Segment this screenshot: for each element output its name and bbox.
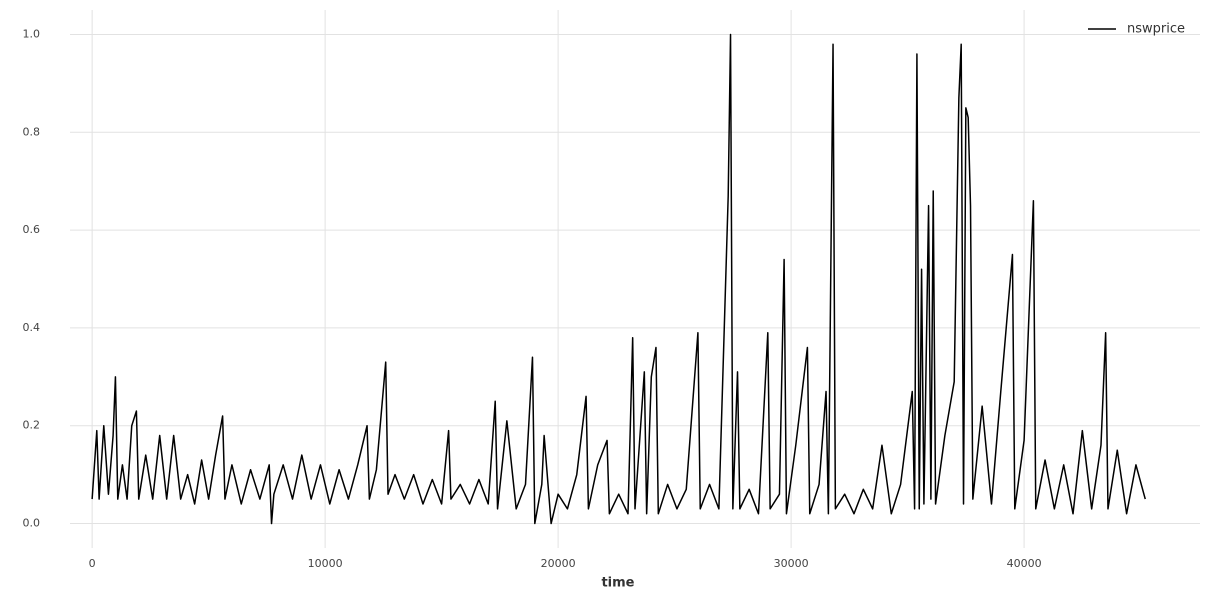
legend-label: nswprice — [1127, 22, 1185, 37]
data-line — [91, 33, 1146, 525]
x-tick-label: 30000 — [774, 557, 809, 570]
y-tick-label: 0.6 — [23, 223, 41, 236]
x-tick-label: 20000 — [541, 557, 576, 570]
y-tick-label: 0.0 — [23, 517, 41, 530]
y-tick-label: 1.0 — [23, 27, 41, 40]
y-tick-label: 0.8 — [23, 125, 41, 138]
x-tick-label: 40000 — [1007, 557, 1042, 570]
x-tick-label: 0 — [89, 557, 96, 570]
y-tick-label: 0.2 — [23, 419, 41, 432]
y-tick-label: 0.4 — [23, 321, 41, 334]
x-axis-label: time — [601, 576, 634, 591]
x-tick-label: 10000 — [308, 557, 343, 570]
